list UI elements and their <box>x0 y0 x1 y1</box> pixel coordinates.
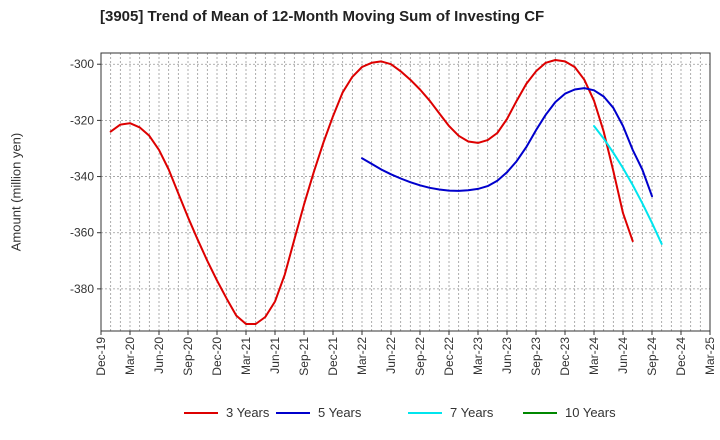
y-tick-label: -340 <box>70 170 94 184</box>
series-line-5-years <box>361 87 653 198</box>
legend-swatch <box>523 411 557 414</box>
series-lines <box>109 59 663 325</box>
series-line-7-years <box>593 125 663 245</box>
legend-item: 5 Years <box>276 405 361 420</box>
x-tick-label: Mar-25 <box>703 337 717 375</box>
legend-label: 7 Years <box>450 405 494 420</box>
x-tick-label: Mar-20 <box>123 337 137 375</box>
x-tick-label: Sep-22 <box>413 337 427 376</box>
legend-swatch <box>408 411 442 414</box>
y-tick-label: -360 <box>70 226 94 240</box>
x-tick-label: Jun-24 <box>616 337 630 374</box>
x-tick-label: Dec-19 <box>94 337 108 376</box>
x-tick-label: Sep-23 <box>529 337 543 376</box>
x-tick-label: Sep-24 <box>645 337 659 376</box>
y-ticks: -300 -320 -340 -360 -380 <box>70 57 101 296</box>
x-tick-label: Mar-23 <box>471 337 485 375</box>
x-tick-label: Dec-20 <box>210 337 224 376</box>
x-tick-label: Jun-23 <box>500 337 514 374</box>
x-tick-label: Sep-20 <box>181 337 195 376</box>
x-tick-label: Jun-22 <box>384 337 398 374</box>
x-tick-label: Dec-24 <box>674 337 688 376</box>
legend-item: 3 Years <box>184 405 269 420</box>
legend-swatch <box>184 411 218 414</box>
legend-item: 7 Years <box>408 405 493 420</box>
x-ticks: Dec-19 Mar-20 Jun-20 Sep-20 Dec-20 Mar-21 Jun-… <box>94 331 717 376</box>
x-tick-label: Jun-20 <box>152 337 166 374</box>
grid <box>100 53 711 331</box>
legend-label: 5 Years <box>318 405 362 420</box>
x-tick-label: Sep-21 <box>297 337 311 376</box>
y-tick-label: -320 <box>70 113 94 127</box>
chart-title: [3905] Trend of Mean of 12-Month Moving … <box>100 8 545 25</box>
legend-swatch <box>276 411 310 414</box>
x-tick-label: Jun-21 <box>268 337 282 374</box>
legend-label: 3 Years <box>226 405 270 420</box>
legend-item: 10 Years <box>523 405 616 420</box>
y-tick-label: -300 <box>70 57 94 71</box>
x-tick-label: Mar-22 <box>355 337 369 375</box>
x-tick-label: Dec-22 <box>442 337 456 376</box>
x-tick-label: Dec-21 <box>326 337 340 376</box>
plot-frame <box>100 52 711 332</box>
x-tick-label: Mar-24 <box>587 337 601 375</box>
x-tick-label: Mar-21 <box>239 337 253 375</box>
y-tick-label: -380 <box>70 282 94 296</box>
x-tick-label: Dec-23 <box>558 337 572 376</box>
series-line-3-years <box>109 59 634 325</box>
legend-label: 10 Years <box>565 405 616 420</box>
legend: 3 Years 5 Years 7 Years 10 Years <box>0 405 720 425</box>
